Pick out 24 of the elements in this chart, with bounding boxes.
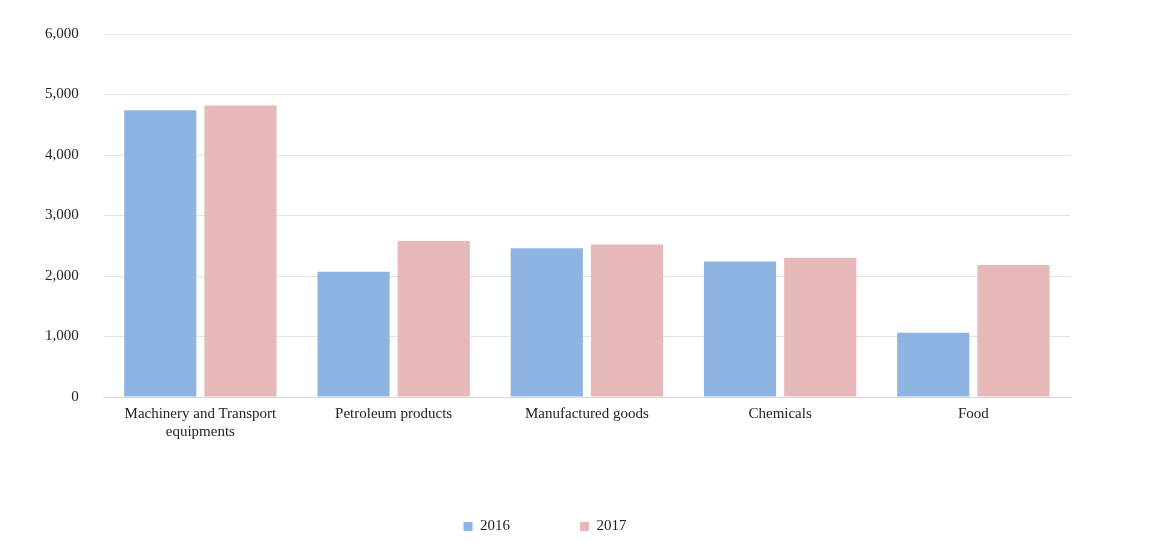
legend-label: 2016 [480,517,511,534]
bar [977,265,1050,397]
y-tick-label: 6,000 [45,24,79,41]
bar [897,332,970,397]
legend-label: 2017 [596,517,627,534]
bar [124,110,197,397]
y-tick-label: 4,000 [45,145,79,162]
x-tick-label: Chemicals [748,404,812,421]
bar [784,257,857,397]
bar [397,240,470,397]
bar [204,105,277,397]
bar [703,261,777,397]
x-tick-label: Petroleum products [335,404,453,421]
y-tick-label: 0 [71,387,79,404]
bar [510,248,583,397]
x-tick-label: Machinery and Transport equipments [124,404,278,439]
x-tick-label: Manufactured goods [525,404,649,421]
bar [590,244,664,397]
x-tick-label: Food [957,404,990,421]
y-tick-label: 3,000 [45,206,79,223]
bar [317,271,390,397]
y-tick-label: 5,000 [45,85,79,102]
y-tick-label: 2,000 [45,266,79,283]
y-tick-label: 1,000 [45,327,79,344]
